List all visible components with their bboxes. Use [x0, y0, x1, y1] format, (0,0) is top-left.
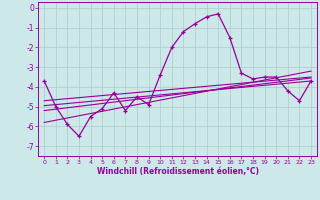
X-axis label: Windchill (Refroidissement éolien,°C): Windchill (Refroidissement éolien,°C) [97, 167, 259, 176]
